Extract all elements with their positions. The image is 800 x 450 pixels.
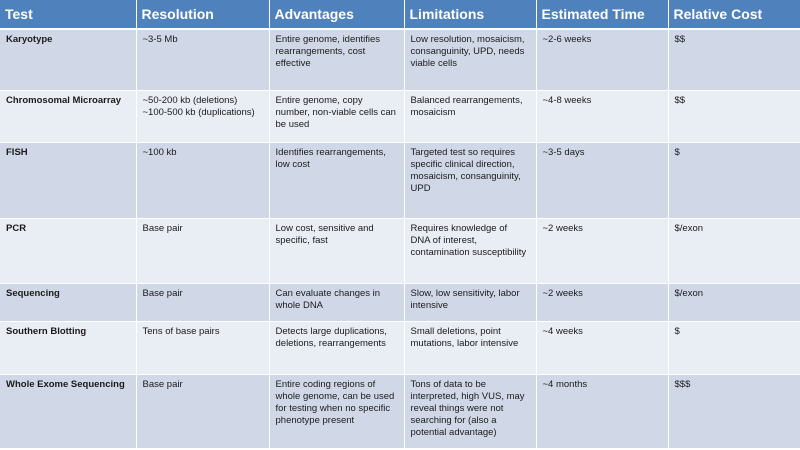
cell-advantages: Entire genome, copy number, non-viable c… [269,90,405,143]
cell-time: ~3-5 days [536,142,669,219]
cell-cost: $ [668,321,800,375]
cell-cost: $/exon [668,283,800,322]
cell-resolution: Tens of base pairs [136,321,270,375]
cell-limitations: Slow, low sensitivity, labor intensive [404,283,537,322]
cell-limitations: Targeted test so requires specific clini… [404,142,537,219]
cell-advantages: Detects large duplications, deletions, r… [269,321,405,375]
cell-advantages: Entire coding regions of whole genome, c… [269,374,405,449]
table-row: Whole Exome Sequencing Base pair Entire … [0,374,800,449]
cell-limitations: Small deletions, point mutations, labor … [404,321,537,375]
cell-test: Karyotype [0,29,137,91]
header-test: Test [0,0,137,30]
cell-resolution: Base pair [136,374,270,449]
cell-advantages: Identifies rearrangements, low cost [269,142,405,219]
cell-cost: $$$ [668,374,800,449]
cell-limitations: Requires knowledge of DNA of interest, c… [404,218,537,284]
table-row: Sequencing Base pair Can evaluate change… [0,283,800,322]
cell-cost: $ [668,142,800,219]
cell-advantages: Entire genome, identifies rearrangements… [269,29,405,91]
cell-advantages: Low cost, sensitive and specific, fast [269,218,405,284]
table-row: FISH ~100 kb Identifies rearrangements, … [0,142,800,219]
cell-time: ~4 weeks [536,321,669,375]
header-relative-cost: Relative Cost [668,0,800,30]
cell-cost: $$ [668,90,800,143]
cell-cost: $/exon [668,218,800,284]
cell-resolution: ~100 kb [136,142,270,219]
table-row: PCR Base pair Low cost, sensitive and sp… [0,218,800,284]
cell-test: FISH [0,142,137,219]
cell-cost: $$ [668,29,800,91]
table-row: Southern Blotting Tens of base pairs Det… [0,321,800,375]
cell-time: ~2-6 weeks [536,29,669,91]
table-row: Chromosomal Microarray ~50-200 kb (delet… [0,90,800,143]
cell-limitations: Low resolution, mosaicism, consanguinity… [404,29,537,91]
cell-resolution: ~50-200 kb (deletions) ~100-500 kb (dupl… [136,90,270,143]
header-resolution: Resolution [136,0,270,30]
cell-resolution: Base pair [136,283,270,322]
cell-time: ~2 weeks [536,218,669,284]
cell-time: ~4-8 weeks [536,90,669,143]
header-advantages: Advantages [269,0,405,30]
cell-test: Sequencing [0,283,137,322]
cell-limitations: Balanced rearrangements, mosaicism [404,90,537,143]
table-row: Karyotype ~3-5 Mb Entire genome, identif… [0,29,800,91]
cell-time: ~2 weeks [536,283,669,322]
cell-time: ~4 months [536,374,669,449]
cell-advantages: Can evaluate changes in whole DNA [269,283,405,322]
header-row: Test Resolution Advantages Limitations E… [0,0,800,30]
header-estimated-time: Estimated Time [536,0,669,30]
cell-resolution: Base pair [136,218,270,284]
cell-test: Southern Blotting [0,321,137,375]
cell-test: PCR [0,218,137,284]
cell-limitations: Tons of data to be interpreted, high VUS… [404,374,537,449]
cell-test: Whole Exome Sequencing [0,374,137,449]
header-limitations: Limitations [404,0,537,30]
cell-test: Chromosomal Microarray [0,90,137,143]
cell-resolution: ~3-5 Mb [136,29,270,91]
